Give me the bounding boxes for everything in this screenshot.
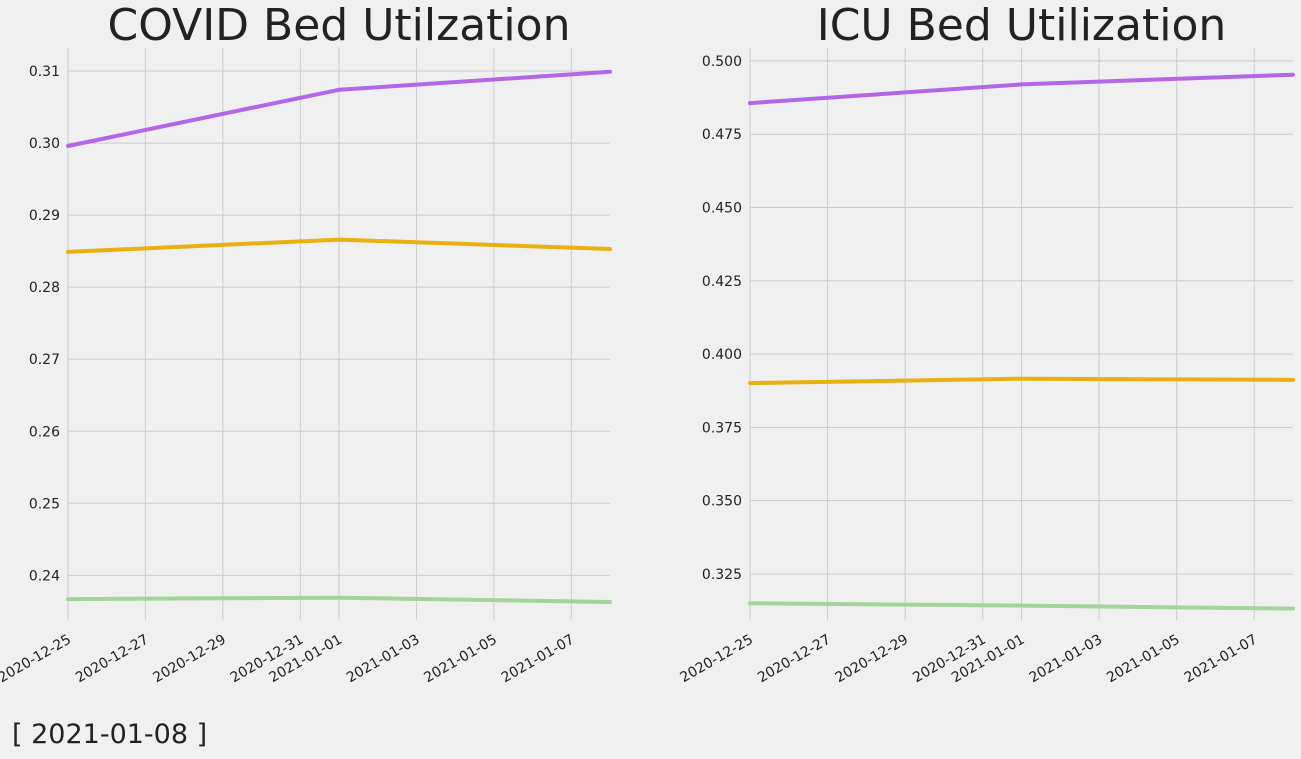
x-tick-label: 2020-12-29 [150,632,228,687]
y-tick-label: 0.31 [29,64,60,80]
x-tick-label: 2020-12-25 [0,632,74,687]
y-tick-label: 0.30 [29,136,60,152]
series-line [748,72,1295,106]
series-line [748,376,1295,386]
y-tick-label: 0.24 [29,568,60,584]
y-tick-label: 0.425 [702,274,742,290]
y-tick-label: 0.325 [702,567,742,583]
x-tick-label: 2021-01-05 [421,632,499,687]
current-date-label: [ 2021-01-08 ] [12,719,208,750]
series-line [66,237,612,254]
x-tick-label: 2021-01-03 [344,632,422,687]
x-tick-label: 2021-01-07 [1182,632,1260,687]
x-tick-label: 2020-12-27 [73,632,151,687]
y-tick-label: 0.28 [29,280,60,296]
x-tick-label: 2020-12-25 [678,632,756,687]
x-tick-label: 2020-12-29 [833,632,911,687]
y-tick-label: 0.475 [702,127,742,143]
x-tick-label: 2021-01-05 [1104,632,1182,687]
y-tick-label: 0.350 [702,494,742,510]
chart-title: ICU Bed Utilization [817,0,1227,51]
y-tick-label: 0.25 [29,496,60,512]
y-tick-label: 0.27 [29,352,60,368]
y-tick-label: 0.29 [29,208,60,224]
series-line [66,69,612,148]
series-line [66,595,612,604]
y-tick-label: 0.26 [29,424,60,440]
series-line [748,601,1295,611]
x-tick-label: 2021-01-03 [1027,632,1105,687]
x-tick-label: 2020-12-27 [755,632,833,687]
y-tick-label: 0.500 [702,54,742,70]
covid-bed-chart: COVID Bed Utilzation 2020-12-252020-12-27… [0,0,612,687]
y-tick-label: 0.375 [702,420,742,436]
x-tick-label: 2021-01-07 [499,632,577,687]
chart-title: COVID Bed Utilzation [108,0,571,51]
y-tick-label: 0.450 [702,200,742,216]
y-tick-label: 0.400 [702,347,742,363]
